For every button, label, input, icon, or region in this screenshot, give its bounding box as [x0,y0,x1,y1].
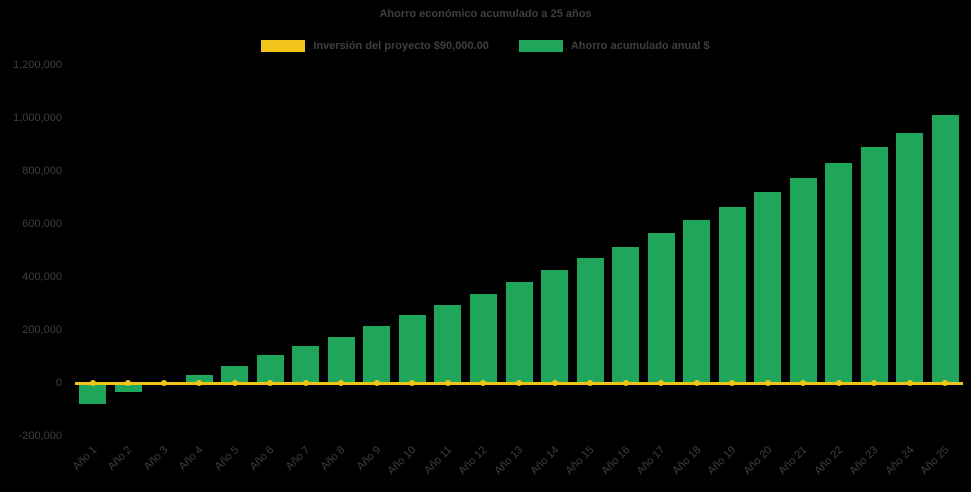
investment-line-marker [409,380,416,386]
bar-año-20 [754,192,782,383]
investment-line-marker [622,380,629,386]
investment-line-marker [551,380,558,386]
bar-año-2 [114,383,142,393]
bar-año-5 [221,365,249,383]
investment-line-marker [729,380,736,386]
bar-año-14 [541,270,569,383]
y-axis-tick-label: -200,000 [18,430,62,442]
investment-line-marker [516,380,522,386]
investment-line-marker [480,380,487,386]
investment-line-marker [693,380,700,386]
legend: Inversión del proyecto $90,000.00 Ahorro… [0,40,971,52]
investment-line-marker [267,380,274,386]
investment-line-marker [871,380,878,386]
bar-año-7 [292,345,320,383]
bar-año-13 [505,282,533,383]
investment-line-marker [231,380,238,386]
bar-año-22 [825,163,853,383]
y-axis-tick-label: 400,000 [22,271,62,283]
y-axis-tick-label: 800,000 [22,165,62,177]
bar-año-17 [647,233,675,383]
investment-line-marker [338,380,345,386]
bar-año-4 [185,375,213,383]
y-axis-tick-label: 600,000 [22,218,62,230]
y-axis-tick-label: 1,000,000 [13,112,62,124]
chart-title: Ahorro económico acumulado a 25 años [379,8,592,20]
bar-año-10 [398,315,426,383]
bar-año-15 [576,258,604,383]
bar-año-11 [434,304,462,383]
bar-año-25 [931,115,959,383]
investment-line-marker [373,380,380,386]
legend-swatch-investment [261,40,306,52]
bar-año-9 [363,326,391,383]
legend-label-investment: Inversión del proyecto $90,000.00 [313,40,489,52]
investment-line-marker [764,380,771,386]
investment-line-marker [800,380,807,386]
bar-año-6 [256,355,284,383]
y-axis-tick-label: 200,000 [22,324,62,336]
bar-año-16 [612,246,640,383]
investment-line-marker [835,380,842,386]
bar-año-19 [718,206,746,383]
bar-año-23 [860,147,888,383]
investment-line-marker [942,380,949,386]
bar-año-8 [327,336,355,383]
legend-item-savings: Ahorro acumulado anual $ [518,40,710,52]
legend-label-savings: Ahorro acumulado anual $ [570,40,710,52]
y-axis-tick-label: 1,200,000 [13,59,62,71]
investment-line-marker [89,380,96,386]
bar-año-18 [683,220,711,383]
investment-line-marker [444,380,451,386]
investment-line-marker [658,380,665,386]
legend-item-investment: Inversión del proyecto $90,000.00 [261,40,489,52]
y-axis-tick-label: 0 [55,377,62,389]
investment-line-marker [125,380,132,386]
bar-año-21 [789,177,817,383]
bar-año-24 [896,132,924,383]
investment-line-marker [302,380,309,386]
investment-line-marker [160,380,167,386]
bar-año-12 [469,294,497,383]
investment-line-marker [196,380,203,386]
investment-line-marker [587,380,594,386]
legend-swatch-savings [518,40,563,52]
bar-año-1 [79,383,107,405]
investment-line-marker [906,380,913,386]
